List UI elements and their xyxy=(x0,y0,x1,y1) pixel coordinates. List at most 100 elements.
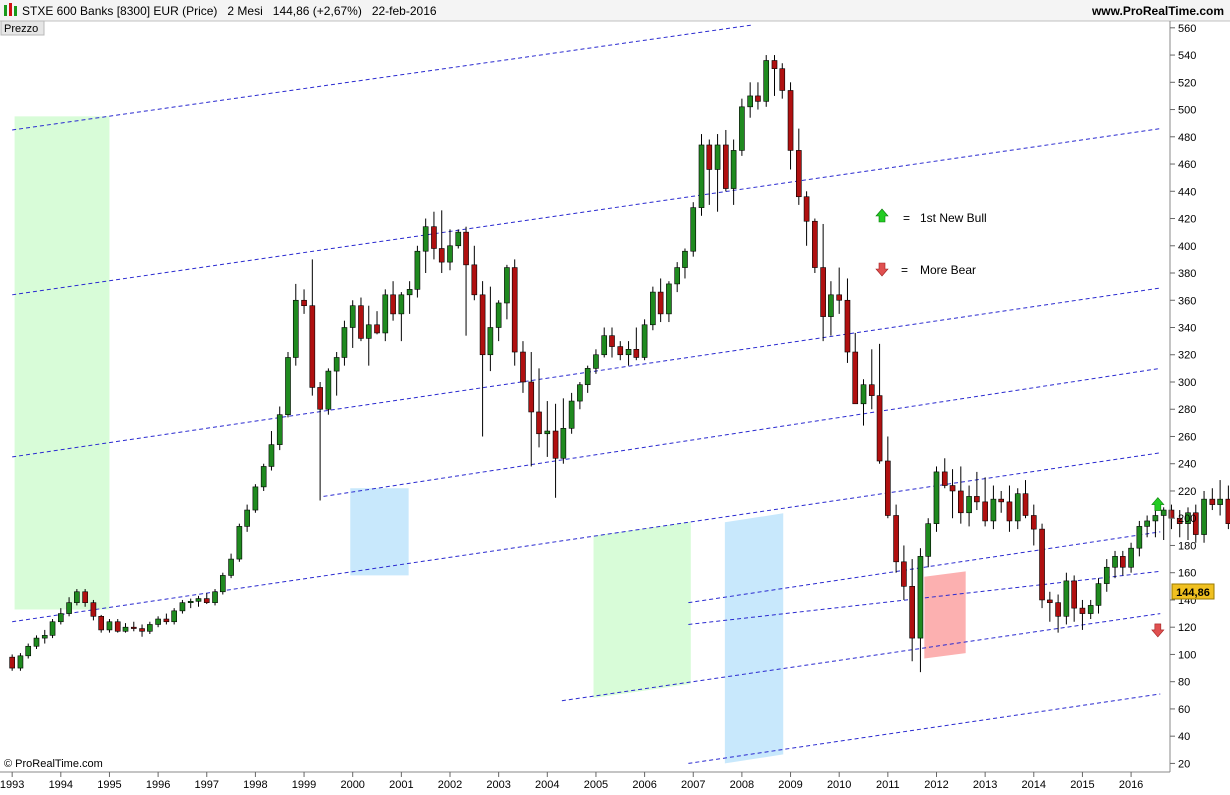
candle-body xyxy=(876,395,883,462)
footer-copyright: © ProRealTime.com xyxy=(4,758,103,770)
candle-body xyxy=(1055,602,1061,617)
candle-body xyxy=(1006,501,1013,522)
candle-body xyxy=(852,351,859,405)
candle xyxy=(885,436,891,519)
candle xyxy=(1128,542,1134,573)
candle xyxy=(617,341,624,361)
candle-body xyxy=(998,498,1005,503)
candle xyxy=(860,379,867,426)
candle-body xyxy=(957,490,964,514)
candle-body xyxy=(471,264,478,296)
candle-body xyxy=(1087,605,1094,614)
candle xyxy=(25,643,32,659)
header-site[interactable]: www.ProRealTime.com xyxy=(1091,4,1224,18)
candle-body xyxy=(98,615,105,631)
candle xyxy=(536,368,542,448)
candle-body xyxy=(1192,512,1199,535)
y-tick-label: 360 xyxy=(1178,295,1196,307)
channel-line-6 xyxy=(323,367,1161,497)
y-tick-label: 340 xyxy=(1178,323,1196,335)
candle-body xyxy=(122,626,129,632)
candle xyxy=(187,598,194,609)
candle xyxy=(657,278,664,323)
candle-body xyxy=(463,231,469,266)
candle-body xyxy=(544,430,551,435)
candle-body xyxy=(447,245,453,263)
candle-body xyxy=(66,602,72,614)
candle xyxy=(998,490,1005,513)
legend: = 1st New Bull = More Bear xyxy=(875,208,987,277)
y-tick-label: 520 xyxy=(1178,77,1196,89)
candle xyxy=(1192,504,1199,543)
candle-body xyxy=(577,384,583,402)
candle-body xyxy=(1022,493,1029,516)
candle-body xyxy=(236,526,243,560)
candle-body xyxy=(641,324,648,358)
candle-body xyxy=(301,299,307,307)
candle-body xyxy=(860,384,867,405)
candle xyxy=(941,458,948,489)
candle xyxy=(504,264,510,320)
candle xyxy=(593,349,599,374)
candle-body xyxy=(1071,580,1077,609)
x-tick-label: 2009 xyxy=(778,779,802,790)
up-arrow-icon xyxy=(875,208,889,223)
candle-body xyxy=(714,144,721,170)
candle-body xyxy=(1063,580,1070,617)
candle xyxy=(74,589,80,606)
x-tick-label: 2010 xyxy=(827,779,851,790)
x-tick-label: 2016 xyxy=(1119,779,1143,790)
candle-body xyxy=(1095,583,1102,606)
candle-body xyxy=(698,144,705,208)
candle-body xyxy=(1030,515,1037,530)
candle xyxy=(9,654,15,671)
candle-body xyxy=(747,95,753,108)
channel-line-1 xyxy=(12,128,1161,296)
x-tick-label: 2002 xyxy=(438,779,462,790)
candle xyxy=(909,559,915,662)
candle xyxy=(747,82,753,118)
candle-body xyxy=(1225,498,1230,524)
candle xyxy=(114,619,121,633)
signal-up-arrow-icon xyxy=(1151,497,1165,511)
candle-body xyxy=(795,150,802,198)
candle xyxy=(285,352,291,418)
x-tick-label: 2005 xyxy=(584,779,608,790)
candle xyxy=(414,245,421,298)
candle xyxy=(974,471,980,511)
candle xyxy=(398,292,405,342)
candle xyxy=(771,55,778,96)
candle-body xyxy=(114,621,121,632)
candle xyxy=(276,406,283,451)
candle-body xyxy=(633,348,640,358)
candle xyxy=(325,368,332,415)
candle-body xyxy=(252,486,259,511)
candle-body xyxy=(666,283,672,315)
candle-body xyxy=(260,466,267,488)
candle xyxy=(390,281,396,321)
candle xyxy=(957,466,964,524)
candle xyxy=(803,191,810,246)
x-tick-label: 2001 xyxy=(389,779,413,790)
candle-body xyxy=(17,655,24,669)
candle-body xyxy=(844,299,851,353)
candle-body xyxy=(836,294,843,301)
candle xyxy=(787,82,794,170)
y-tick-label: 560 xyxy=(1178,23,1196,35)
candle xyxy=(438,210,445,274)
candle-body xyxy=(966,496,972,514)
y-tick-label: 420 xyxy=(1178,214,1196,226)
y-tick-label: 260 xyxy=(1178,431,1196,443)
candle-body xyxy=(179,602,186,612)
candle-body xyxy=(1103,566,1110,584)
candle xyxy=(471,245,478,301)
candle-body xyxy=(1079,607,1086,614)
candle-body xyxy=(268,444,275,467)
candle xyxy=(1112,550,1118,579)
candle xyxy=(463,226,469,336)
x-tick-label: 2012 xyxy=(924,779,948,790)
candle-body xyxy=(406,289,413,296)
candle-body xyxy=(90,602,97,617)
candle xyxy=(1119,550,1126,576)
